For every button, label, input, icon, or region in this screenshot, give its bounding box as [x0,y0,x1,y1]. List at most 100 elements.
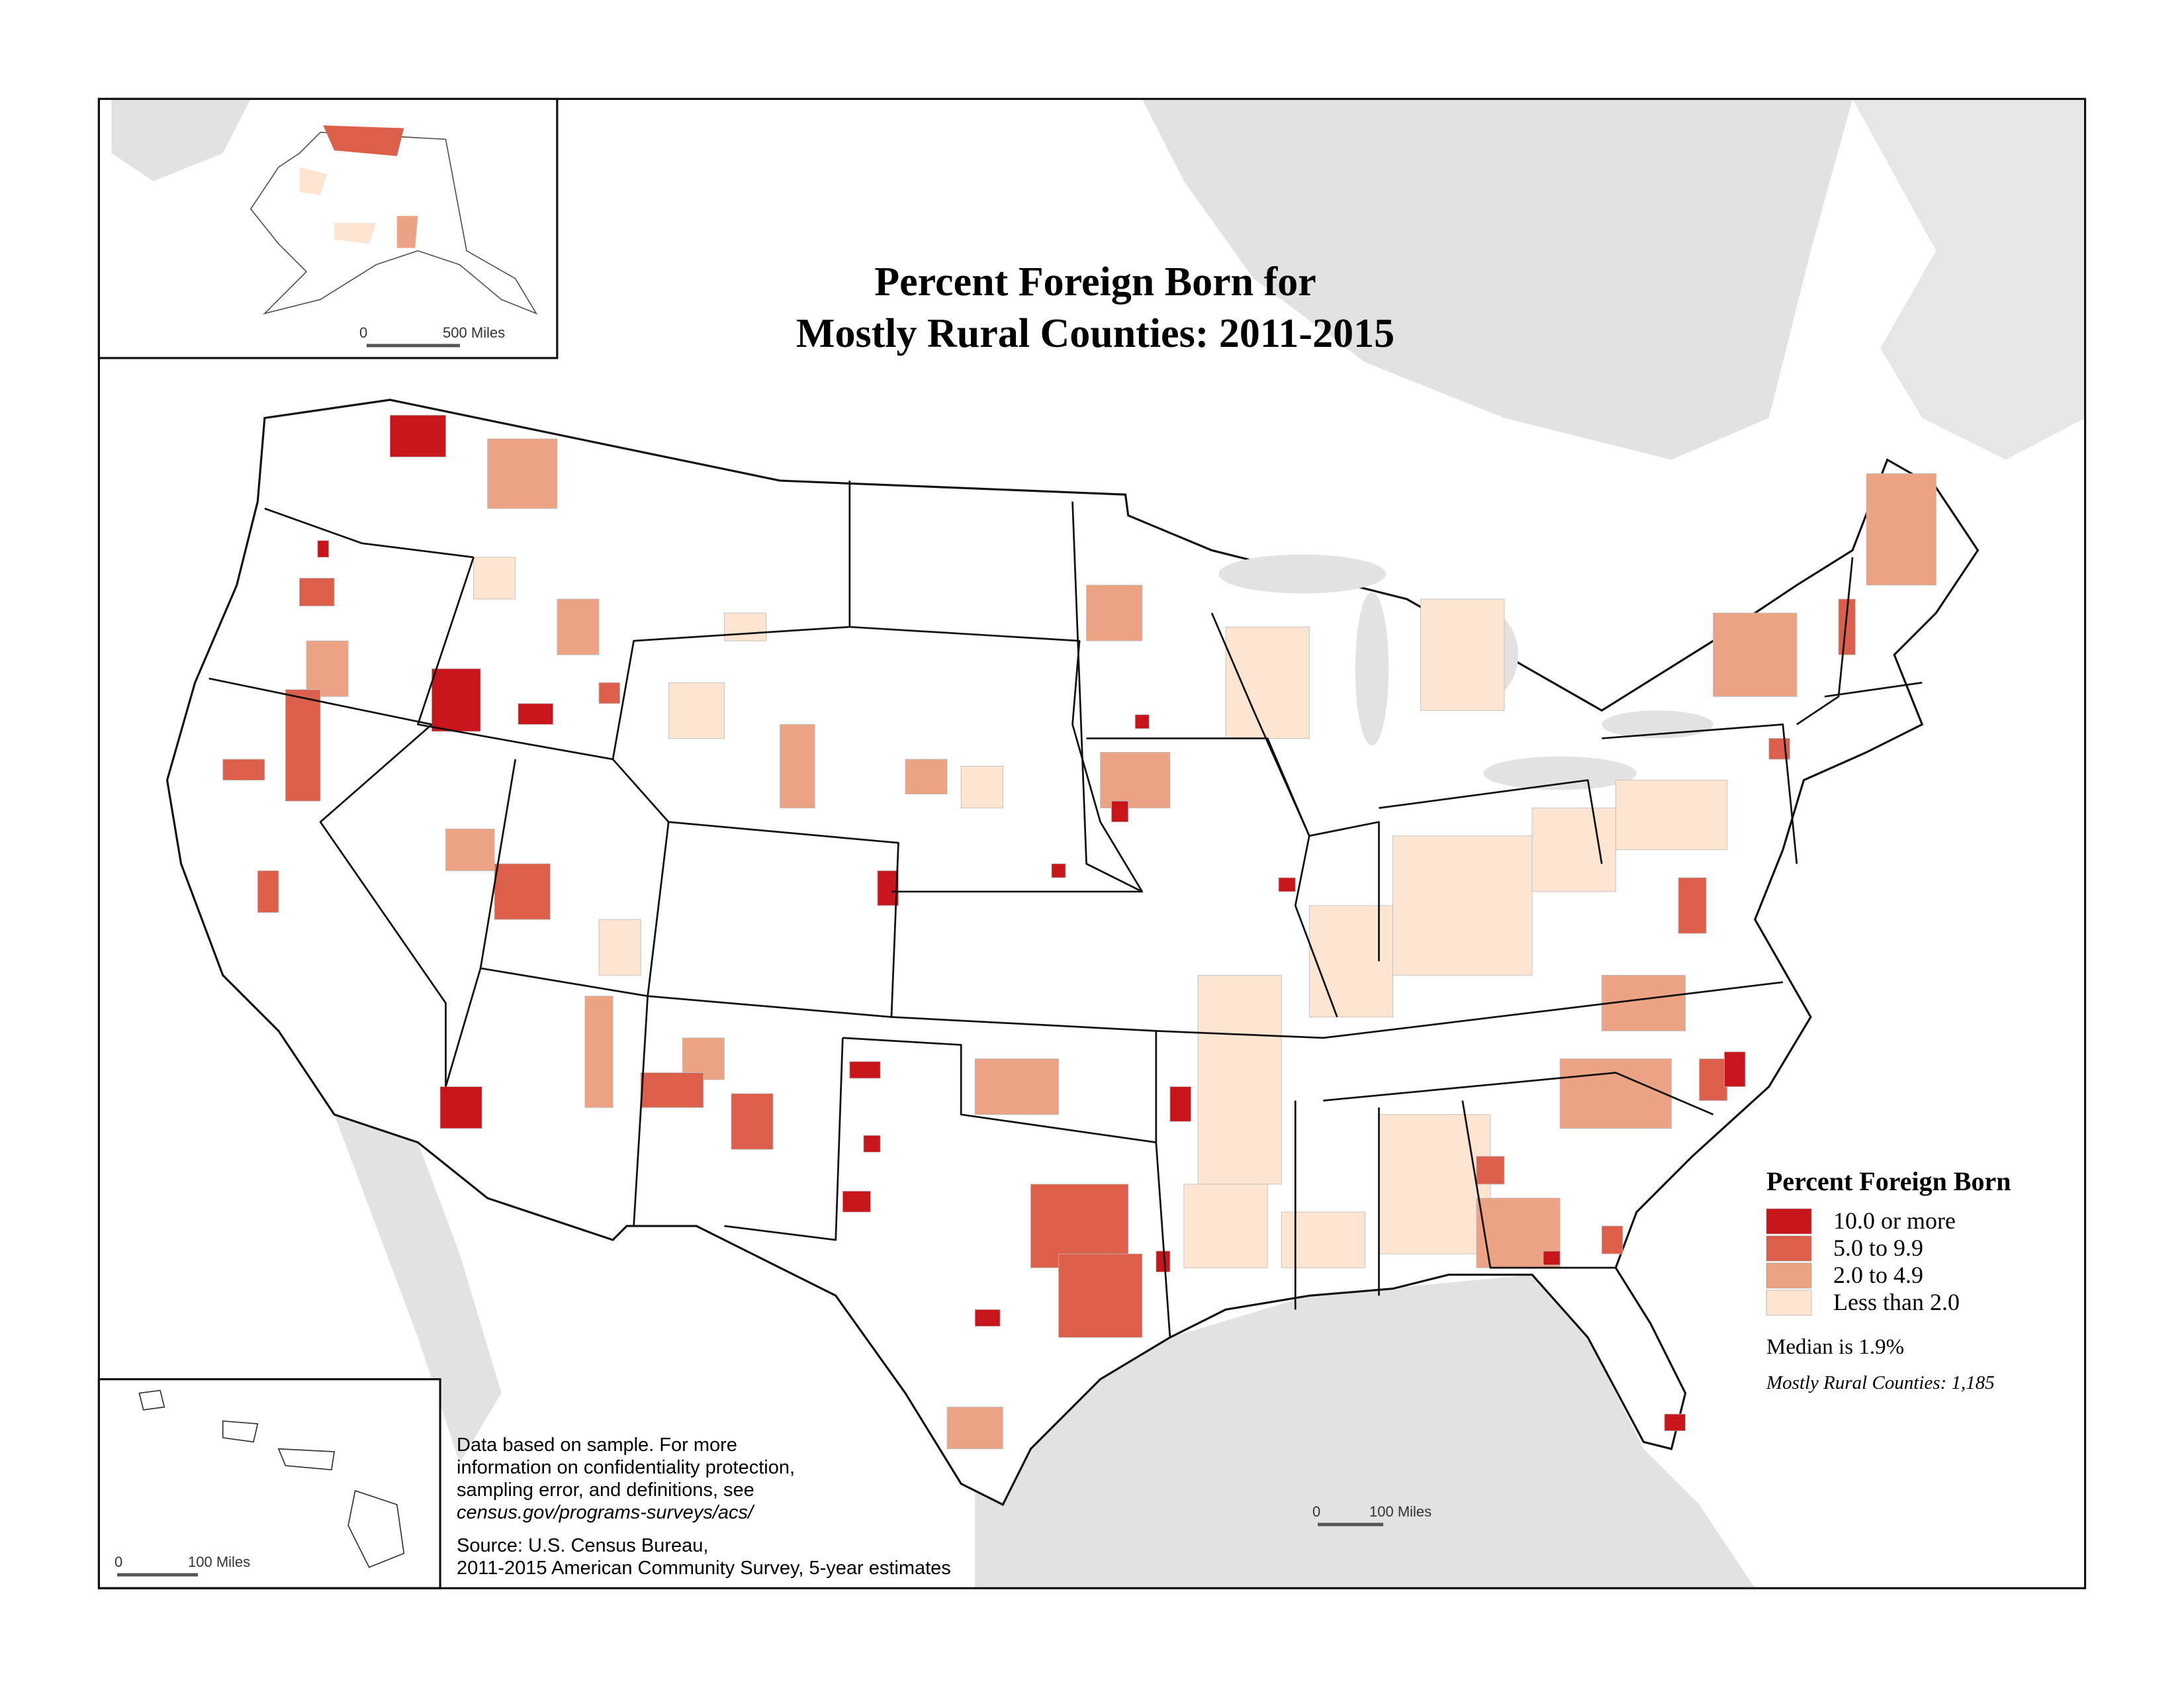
legend-label: 10.0 or more [1833,1207,1956,1234]
county-fill [1866,473,1936,586]
scale-bars: 0 500 Miles 0 100 Miles 0 100 Miles [114,324,1432,1577]
county-fill [285,689,321,802]
county-fill [323,125,404,156]
county-fill [257,870,279,913]
scale-label: 500 Miles [443,324,505,341]
county-fill [1476,1156,1505,1185]
source-line: 2011-2015 American Community Survey, 5-y… [457,1558,951,1579]
title-line: Percent Foreign Born for [874,259,1316,305]
county-fill [863,1135,881,1152]
county-fill [1724,1051,1746,1088]
county-fill [557,598,600,655]
county-fill [1713,612,1797,697]
county-fill [780,724,815,809]
county-fill [299,577,335,606]
county-fill [640,1072,704,1108]
scale-zero: 0 [359,324,367,341]
county-fill [946,1407,1003,1450]
county-fill [1278,877,1296,892]
county-fill [960,766,1003,809]
county-fill [723,612,766,641]
county-fill [1678,877,1707,934]
county-fill [439,1086,482,1129]
state-borders [208,481,1923,1338]
county-fill [1156,1250,1171,1272]
title-line: Mostly Rural Counties: 2011-2015 [796,311,1394,356]
county-fill [306,640,349,697]
county-fill [842,1191,871,1213]
county-fill [487,438,558,509]
county-fill [974,1309,1001,1327]
county-fill [1100,752,1171,809]
county-fill [1183,1184,1268,1268]
county-fill [1058,1253,1143,1338]
county-fill [1225,626,1310,739]
county-fill [1197,974,1282,1185]
map [97,97,2087,1589]
legend-label: 5.0 to 9.9 [1833,1235,1923,1261]
frame [97,97,2087,1589]
county-fill [518,703,553,725]
county-fill [1531,808,1616,892]
county-fill [494,863,551,920]
county-fill [1308,905,1394,1017]
legend-swatch [1766,1235,1812,1262]
scale-label: 100 Miles [188,1554,250,1570]
alaska-inset [97,97,559,359]
county-fill [1281,1211,1365,1268]
county-fill [731,1093,774,1150]
county-fill [1601,1225,1623,1254]
gulf-of-mexico [975,1274,1755,1589]
county-fill [473,557,516,600]
scale-zero: 0 [114,1554,122,1570]
hudson-bay [1142,99,1853,460]
county-fill [1086,585,1143,641]
legend-label: Less than 2.0 [1833,1289,1960,1315]
legend-swatch [1766,1262,1812,1289]
county-fill [1169,1086,1191,1122]
scale-zero: 0 [1312,1503,1320,1520]
county-fill [396,216,418,248]
county-count-note: Mostly Rural Counties: 1,185 [1766,1372,1995,1393]
county-fill [1420,598,1505,711]
gulf-of-california [334,1114,502,1463]
scale-label: 100 Miles [1369,1503,1432,1520]
county-fill [299,167,328,195]
county-fill [1664,1413,1686,1431]
note-line: Data based on sample. For more [457,1434,737,1456]
county-fill [317,540,330,558]
county-fill [1699,1058,1728,1102]
county-fills [222,414,1936,1450]
county-fill [1111,800,1129,823]
county-fill [1379,1114,1491,1254]
note-line: census.gov/programs-surveys/acs/ [457,1502,755,1523]
county-fill [584,996,614,1108]
county-fill [1559,1058,1672,1129]
hawaii-inset [97,1378,441,1589]
atlantic-north [1852,99,2085,460]
county-fill [1134,714,1150,729]
county-fill [432,668,481,732]
county-fill [598,682,620,704]
county-fill [877,870,899,906]
county-fill [1051,863,1066,878]
county-fill [1543,1250,1561,1266]
county-fill [849,1061,881,1079]
county-fill [222,759,265,780]
note-line: sampling error, and definitions, see [457,1479,754,1501]
legend-swatch [1766,1289,1812,1316]
legend-label: 2.0 to 4.9 [1833,1262,1923,1288]
notes: Data based on sample. For more informati… [457,1434,951,1579]
county-fill [974,1058,1059,1115]
legend-title: Percent Foreign Born [1766,1166,2011,1196]
note-line: information on confidentiality protectio… [457,1457,795,1478]
county-fill [1615,780,1728,851]
county-fill [668,682,725,739]
county-fill [389,414,446,457]
county-fill [334,222,377,244]
county-fill [598,919,641,976]
county-fill [1392,835,1533,976]
legend-swatch [1766,1208,1812,1235]
